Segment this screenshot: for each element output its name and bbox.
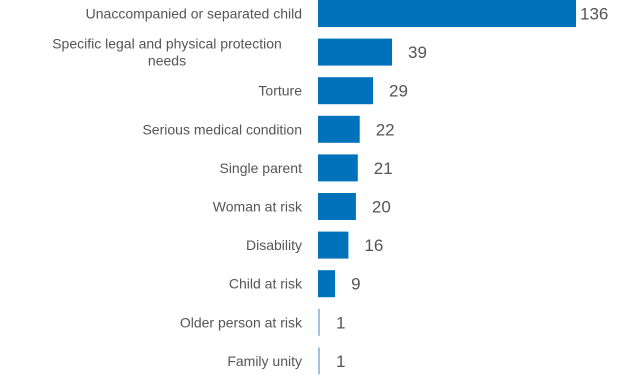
category-label-7: Child at risk	[229, 276, 303, 292]
category-label-4: Single parent	[219, 160, 302, 176]
value-label-5: 20	[372, 198, 391, 217]
category-label-line: Specific legal and physical protection	[52, 36, 282, 52]
bar-1	[318, 38, 392, 66]
labels-layer: 136 Unaccompanied or separated child 39 Spe…	[52, 5, 608, 371]
category-label-6: Disability	[246, 237, 302, 253]
value-label-4: 21	[374, 159, 393, 178]
bar-6	[318, 231, 349, 259]
value-label-9: 1	[336, 352, 345, 371]
bar-0	[318, 0, 576, 27]
bar-3	[318, 115, 360, 143]
category-label-line: Disability	[246, 237, 302, 253]
category-label-line: Serious medical condition	[142, 121, 302, 137]
category-label-line: Unaccompanied or separated child	[86, 6, 302, 22]
value-label-2: 29	[389, 82, 408, 101]
category-label-0: Unaccompanied or separated child	[86, 6, 302, 22]
bar-2	[318, 77, 373, 105]
category-label-line: Older person at risk	[180, 314, 303, 330]
category-label-line: Family unity	[227, 353, 302, 369]
category-label-line: Torture	[258, 83, 302, 99]
category-label-2: Torture	[258, 83, 302, 99]
bar-8	[318, 308, 320, 336]
value-label-3: 22	[376, 120, 395, 139]
value-label-8: 1	[336, 313, 345, 332]
value-label-1: 39	[408, 43, 427, 62]
bar-7	[318, 270, 336, 298]
category-label-3: Serious medical condition	[142, 121, 302, 137]
category-label-line: Child at risk	[229, 276, 303, 292]
value-label-0: 136	[580, 5, 608, 24]
bar-4	[318, 154, 358, 182]
category-label-9: Family unity	[227, 353, 302, 369]
bar-9	[318, 347, 320, 375]
category-label-line: needs	[148, 53, 186, 69]
category-label-5: Woman at risk	[213, 199, 303, 215]
category-label-line: Woman at risk	[213, 199, 303, 215]
bars-layer	[318, 0, 576, 375]
value-label-7: 9	[351, 275, 360, 294]
bar-5	[318, 193, 356, 220]
category-label-8: Older person at risk	[180, 314, 303, 330]
category-label-line: Single parent	[219, 160, 302, 176]
category-label-1: Specific legal and physical protection ne…	[52, 36, 282, 69]
value-label-6: 16	[364, 236, 383, 255]
